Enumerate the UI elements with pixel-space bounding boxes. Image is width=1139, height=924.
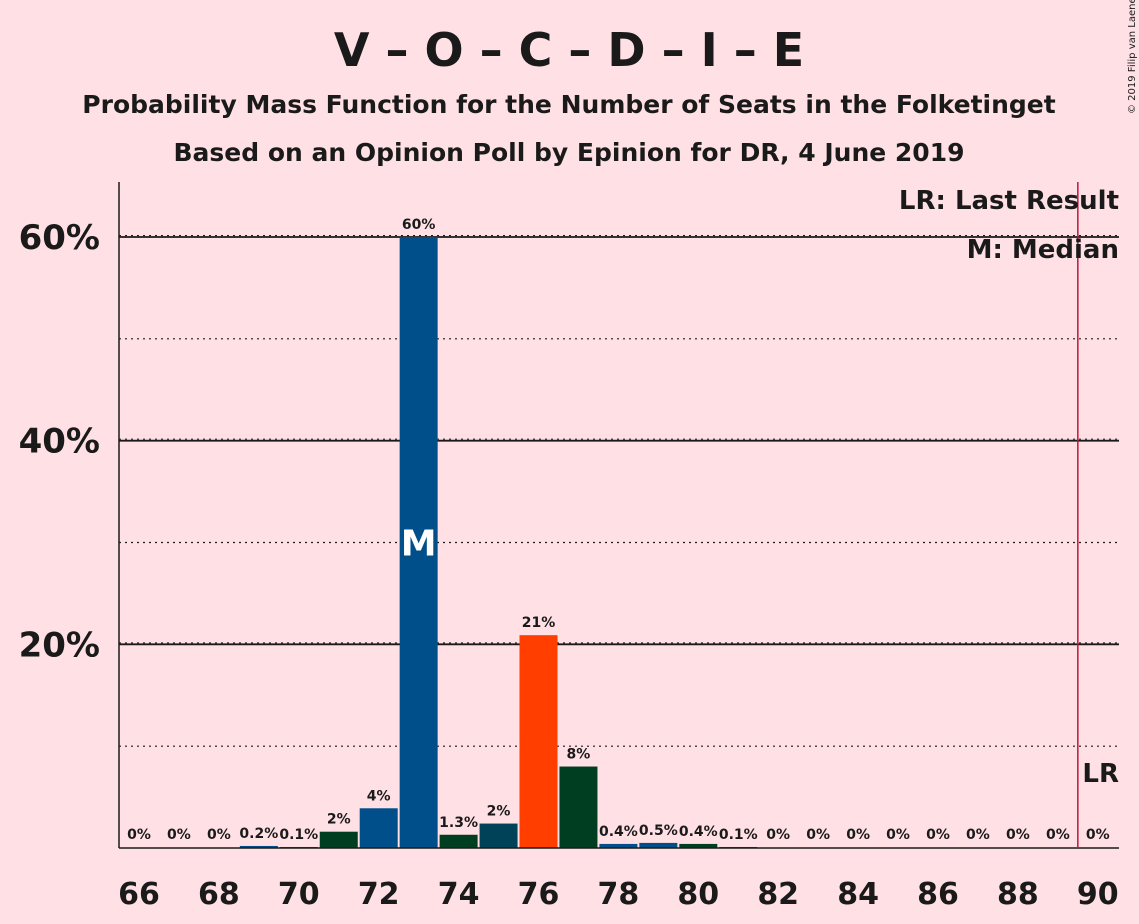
y-tick-20: 20% [19,625,100,665]
data-label-90: 0% [1086,827,1110,843]
data-label-72: 4% [367,788,391,804]
y-tick-40: 40% [19,422,100,462]
bar-73 [399,237,438,848]
data-label-87: 0% [966,827,990,843]
bar-80 [679,843,718,848]
x-tick-82: 82 [757,877,799,912]
x-tick-90: 90 [1077,877,1119,912]
x-tick-78: 78 [598,877,640,912]
data-label-89: 0% [1046,827,1070,843]
legend-median: M: Median [967,235,1119,265]
data-label-76: 21% [522,615,556,631]
bar-75 [479,823,518,848]
data-label-82: 0% [766,827,790,843]
data-label-67: 0% [167,827,191,843]
bar-71 [319,831,358,848]
data-label-80: 0.4% [679,824,718,840]
data-label-83: 0% [806,827,830,843]
x-tick-76: 76 [518,877,560,912]
bar-77 [559,766,598,848]
gridlines [119,235,1119,747]
x-tick-74: 74 [438,877,480,912]
last-result-marker: LR [1082,759,1119,789]
y-tick-60: 60% [19,218,100,258]
data-label-69: 0.2% [239,826,278,842]
y-tick-labels: 20% 40% 60% [19,218,100,665]
bar-74 [439,834,478,848]
data-label-84: 0% [846,827,870,843]
bars-group [239,237,758,848]
data-label-66: 0% [127,827,151,843]
median-marker: M [401,524,437,565]
x-tick-86: 86 [917,877,959,912]
data-label-85: 0% [886,827,910,843]
data-label-74: 1.3% [439,815,478,831]
x-tick-88: 88 [997,877,1039,912]
bar-79 [639,842,678,848]
data-labels-group: 0% 0% 0% 0.2% 0.1%2%4%60%1.3%2%21%8%0.4% 0.5%… [127,217,1110,843]
bar-69 [239,845,278,848]
data-label-73: 60% [402,217,436,233]
data-label-77: 8% [567,747,591,763]
x-tick-66: 66 [118,877,160,912]
data-label-81: 0.1% [719,827,758,843]
data-label-70: 0.1% [279,827,318,843]
chart-subtitle-1: Probability Mass Function for the Number… [82,90,1055,119]
bar-72 [359,808,398,848]
chart-subtitle-2: Based on an Opinion Poll by Epinion for … [174,138,965,167]
data-label-79: 0.5% [639,823,678,839]
chart-title: V – O – C – D – I – E [334,23,804,77]
x-tick-70: 70 [278,877,320,912]
x-tick-68: 68 [198,877,240,912]
data-label-68: 0% [207,827,231,843]
data-label-86: 0% [926,827,950,843]
legend-last-result: LR: Last Result [899,186,1119,216]
x-tick-labels: 66 68 70 72 74 76 78 80 82 84 86 88 90 [118,877,1119,912]
data-label-78: 0.4% [599,824,638,840]
data-label-71: 2% [327,812,351,828]
data-label-88: 0% [1006,827,1030,843]
bar-78 [599,843,638,848]
copyright-credit: © 2019 Filip van Laenen [1127,0,1138,114]
x-tick-84: 84 [837,877,879,912]
bar-76 [519,635,558,848]
x-tick-72: 72 [358,877,400,912]
x-tick-80: 80 [677,877,719,912]
data-label-75: 2% [487,804,511,820]
